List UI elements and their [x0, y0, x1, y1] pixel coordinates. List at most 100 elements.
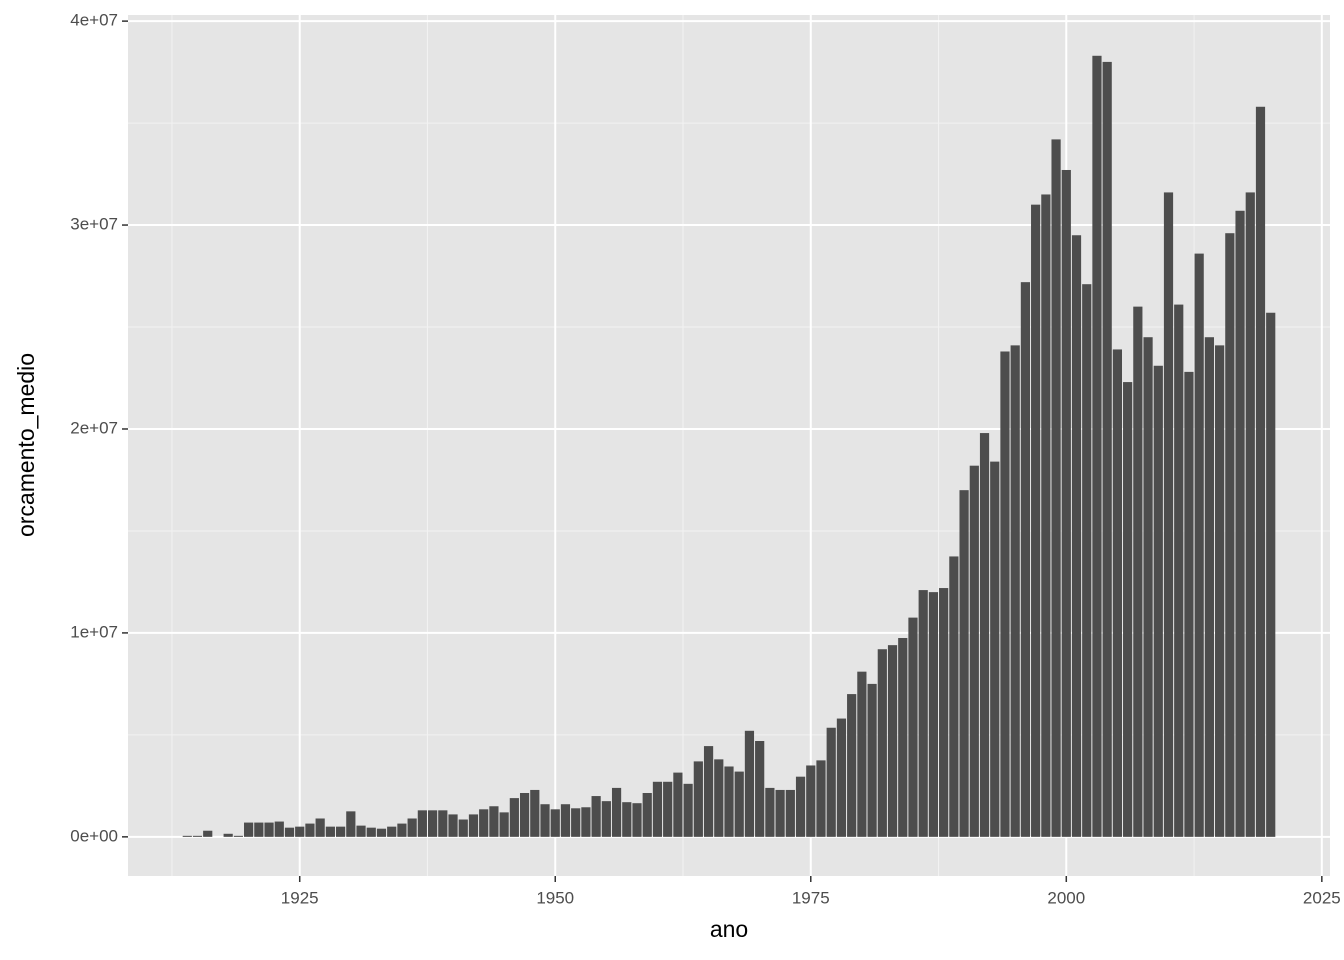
bar [918, 590, 928, 837]
bar [438, 810, 448, 837]
bar [192, 835, 203, 837]
bar [663, 781, 673, 837]
bar [489, 806, 499, 837]
bar [714, 759, 724, 837]
bar [417, 810, 427, 837]
bar [1174, 304, 1184, 837]
bar [877, 649, 887, 837]
bar [1020, 282, 1031, 837]
bar [1225, 233, 1235, 837]
bar [734, 771, 744, 837]
bar [591, 796, 601, 837]
bar [203, 830, 213, 837]
bar [1204, 337, 1214, 837]
bar [703, 746, 714, 837]
bar [233, 835, 243, 837]
x-axis-title: ano [710, 916, 748, 942]
bar [1153, 365, 1163, 837]
bar [836, 718, 847, 837]
bar [949, 556, 959, 837]
bar [1163, 192, 1174, 837]
bar [1041, 194, 1051, 837]
bar [1031, 204, 1041, 837]
bar [611, 787, 622, 837]
x-tick-label: 1975 [792, 888, 830, 907]
y-tick-label: 0e+00 [70, 826, 118, 845]
bar [642, 792, 652, 837]
bar [376, 828, 387, 837]
y-axis-title: orcamento_medio [13, 353, 39, 537]
bar [387, 826, 397, 837]
bar [979, 433, 990, 837]
bar [530, 789, 540, 837]
bar [908, 617, 918, 837]
bar [622, 802, 632, 837]
bar [693, 761, 703, 837]
bar [847, 694, 857, 837]
bar [1092, 55, 1102, 837]
bar [335, 826, 346, 837]
y-tick-label: 2e+07 [70, 418, 118, 437]
bar [1123, 382, 1133, 837]
bar [571, 808, 581, 837]
y-tick-label: 4e+07 [70, 11, 118, 30]
y-tick-label: 1e+07 [70, 622, 118, 641]
bar [806, 765, 816, 837]
bar [867, 683, 877, 837]
bar [785, 789, 795, 837]
bar [795, 776, 806, 837]
bar [1061, 169, 1071, 837]
bar [274, 821, 284, 837]
bar [1112, 349, 1123, 837]
bar [427, 810, 438, 837]
bar [254, 822, 264, 837]
bar [826, 727, 836, 837]
x-tick-label: 1950 [536, 888, 574, 907]
bar [673, 772, 683, 837]
bar [1184, 371, 1194, 837]
y-tick-label: 3e+07 [70, 215, 118, 234]
bar [479, 809, 489, 837]
bar [295, 826, 305, 837]
bar [1082, 284, 1092, 837]
bar [1266, 312, 1276, 837]
bar [315, 818, 325, 837]
bar [468, 814, 479, 837]
bar [969, 465, 979, 837]
bar [744, 730, 755, 837]
bar [305, 823, 315, 837]
bar [448, 814, 458, 837]
bar [509, 798, 519, 837]
bar [346, 811, 356, 837]
bar [223, 833, 233, 837]
bar [1245, 192, 1255, 837]
bar [601, 801, 611, 837]
bar [407, 818, 417, 837]
bar [939, 588, 949, 837]
bar [284, 827, 295, 837]
bar [1215, 345, 1225, 837]
bar [581, 807, 591, 837]
bar [397, 823, 407, 837]
bar [264, 822, 274, 837]
bar [1255, 106, 1266, 837]
bar [816, 760, 826, 837]
bar [1071, 235, 1082, 837]
bar [1000, 351, 1010, 837]
bar [1194, 253, 1204, 837]
bar [928, 592, 939, 837]
bar [683, 783, 693, 837]
bar [182, 835, 192, 837]
bar [1010, 345, 1020, 837]
bar [1133, 306, 1143, 837]
bar [356, 825, 366, 837]
x-tick-label: 1925 [281, 888, 319, 907]
bar [887, 645, 898, 837]
bar [632, 803, 642, 837]
bar [1102, 61, 1112, 837]
bar [560, 804, 571, 837]
bar [1143, 337, 1153, 837]
bar [724, 766, 734, 837]
